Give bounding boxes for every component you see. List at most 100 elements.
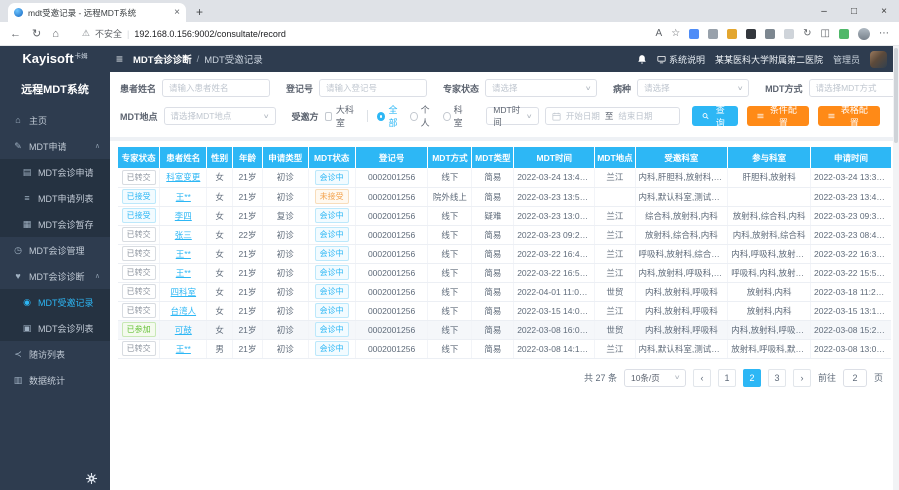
extension-gray-icon[interactable]: [708, 28, 719, 39]
home-icon[interactable]: ⌂: [52, 27, 59, 40]
window-maximize-button[interactable]: □: [850, 5, 858, 17]
page-button-2[interactable]: 2: [742, 368, 761, 387]
system-help-link[interactable]: 系统说明: [657, 53, 705, 66]
refresh-icon[interactable]: ↻: [32, 28, 42, 40]
patient-name-link[interactable]: 王**: [175, 343, 191, 354]
edit-icon: ✎: [14, 140, 22, 151]
browser-tab[interactable]: mdt受邀记录 - 远程MDT系统 ×: [8, 3, 186, 22]
favorites-star-icon[interactable]: ☆: [671, 27, 681, 39]
extension-slate-icon[interactable]: [765, 28, 776, 39]
patient-name-link[interactable]: 王**: [175, 191, 191, 202]
column-header-10[interactable]: MDT地点: [594, 147, 636, 168]
patient-name-link[interactable]: 李四: [174, 210, 192, 221]
patient-name-input[interactable]: [162, 79, 271, 97]
sidebar-item-mdt-apply-list[interactable]: ≡ MDT申请列表: [0, 185, 110, 211]
sidebar-item-mdt-manage[interactable]: ◷ MDT会诊管理: [0, 237, 110, 263]
big-dept-checkbox[interactable]: 大科室: [324, 103, 357, 129]
split-screen-icon[interactable]: ◫: [820, 27, 830, 39]
column-header-12[interactable]: 参与科室: [727, 147, 811, 168]
table-row: 已转交 台湾人女 21岁 初诊 会诊中 0002001256 线下 简易 2022-03-15 …: [118, 301, 891, 321]
table-row: 已转交 王** 男 21岁 初诊 会诊中 0002001256 线下 简易 2022-03-08 …: [118, 339, 891, 359]
table-row: 已接受 王** 女 21岁 初诊 未接受 0002001256 院外线上 简易 2022-03-2…: [118, 187, 891, 207]
window-minimize-button[interactable]: –: [821, 5, 827, 17]
patient-name-link[interactable]: 四科室: [170, 286, 197, 297]
extension-pale-icon[interactable]: [784, 28, 795, 39]
address-bar[interactable]: ⚠ 不安全 | 192.168.0.156:9002/consultate/re…: [70, 27, 645, 40]
mdt-type-cell: 简易: [471, 168, 515, 188]
page-button-3[interactable]: 3: [767, 368, 786, 387]
sidebar-item-mdt-apply[interactable]: ✎ MDT申请 ∧: [0, 133, 110, 159]
invitee-radio-personal[interactable]: 个人: [410, 103, 434, 129]
search-icon: [702, 113, 709, 120]
date-range-input[interactable]: 开始日期 至 结束日期: [544, 107, 680, 125]
mdt-mode-select[interactable]: 请选择MDT方式∨: [808, 79, 899, 97]
age-cell: 21岁: [232, 168, 264, 188]
read-aloud-icon[interactable]: A: [655, 27, 663, 39]
sidebar-item-mdt-consult-list[interactable]: ▣ MDT会诊列表: [0, 315, 110, 341]
profile-avatar-icon[interactable]: [858, 27, 870, 40]
expert-status-select[interactable]: 请选择 ∨: [485, 79, 598, 97]
invitee-radio-all[interactable]: 全部: [377, 103, 401, 129]
back-icon[interactable]: ←: [10, 27, 21, 40]
invited-depts-cell: 综合科,放射科,内科: [635, 206, 729, 226]
column-header-8[interactable]: MDT类型: [471, 147, 515, 168]
goto-page-input[interactable]: [842, 368, 867, 387]
column-header-11[interactable]: 受邀科室: [635, 147, 729, 168]
extension-green-icon[interactable]: [839, 28, 849, 39]
sidebar-item-mdt-invite-record[interactable]: ◉ MDT受邀记录: [0, 289, 110, 315]
extension-amber-icon[interactable]: [727, 28, 738, 39]
reg-no-input[interactable]: [319, 79, 428, 97]
sidebar-item-mdt-diagnosis[interactable]: ♥ MDT会诊诊断 ∧: [0, 263, 110, 289]
mdt-location-select[interactable]: 请选择MDT地点 ∨: [163, 107, 276, 125]
search-button[interactable]: 查询: [691, 105, 738, 128]
condition-config-button[interactable]: 条件配置: [746, 105, 809, 128]
column-header-7[interactable]: MDT方式: [427, 147, 473, 168]
expert-status-cell: 已参加: [118, 320, 161, 340]
mdt-status-tag: 会诊中: [314, 227, 349, 242]
extension-dark-icon[interactable]: [746, 28, 757, 39]
invitee-radio-dept[interactable]: 科室: [443, 103, 467, 129]
time-field-select[interactable]: MDT时间 ∨: [486, 105, 539, 127]
column-header-9[interactable]: MDT时间: [513, 147, 596, 168]
window-close-button[interactable]: ×: [881, 5, 887, 17]
patient-name-link[interactable]: 可鼓: [174, 324, 192, 335]
extension-blue-icon[interactable]: [689, 28, 700, 39]
next-page-button[interactable]: ›: [792, 368, 811, 387]
refresh-sync-icon[interactable]: ↻: [803, 27, 812, 39]
sidebar-item-mdt-consult-apply[interactable]: ▤ MDT会诊申请: [0, 159, 110, 185]
sidebar-item-mdt-consult-draft[interactable]: ▦ MDT会诊暂存: [0, 211, 110, 237]
patient-name-link[interactable]: 台湾人: [170, 305, 197, 316]
column-header-0[interactable]: 专家状态: [118, 147, 161, 168]
patient-name-link[interactable]: 王**: [175, 248, 191, 259]
new-tab-button[interactable]: +: [196, 5, 204, 19]
scrollbar-thumb[interactable]: [894, 48, 898, 143]
sidebar-item-followup-list[interactable]: ≺ 随访列表: [0, 341, 110, 367]
column-header-5[interactable]: MDT状态: [308, 147, 356, 168]
patient-name-link[interactable]: 科室变更: [166, 172, 201, 183]
page-button-1[interactable]: 1: [717, 368, 736, 387]
table-config-button[interactable]: 表格配置: [817, 105, 880, 128]
column-header-4[interactable]: 申请类型: [262, 147, 309, 168]
page-scrollbar[interactable]: [893, 46, 899, 490]
column-header-6[interactable]: 登记号: [355, 147, 429, 168]
notification-bell-icon[interactable]: [637, 54, 647, 65]
user-avatar[interactable]: [870, 50, 887, 68]
disease-select[interactable]: 请选择 ∨: [637, 79, 750, 97]
column-header-13[interactable]: 申请时间: [810, 147, 891, 168]
column-header-3[interactable]: 年龄: [232, 147, 264, 168]
tab-close-icon[interactable]: ×: [174, 7, 180, 18]
patient-name-link[interactable]: 王**: [175, 267, 191, 278]
more-options-icon[interactable]: ⋯: [879, 27, 889, 39]
prev-page-button[interactable]: ‹: [692, 368, 711, 387]
filter-item-disease: 病种 请选择 ∨: [613, 79, 750, 97]
sidebar-collapse-icon[interactable]: ≡: [116, 52, 124, 66]
sidebar-item-home[interactable]: ⌂ 主页: [0, 107, 110, 133]
chevron-down-icon: ∨: [736, 85, 744, 92]
settings-gear-icon[interactable]: [86, 473, 97, 484]
page-size-select[interactable]: 10条/页 ∨: [623, 368, 686, 387]
column-header-1[interactable]: 患者姓名: [159, 147, 208, 168]
chevron-down-icon: ∨: [526, 113, 533, 120]
patient-name-link[interactable]: 张三: [174, 229, 192, 240]
column-header-2[interactable]: 性别: [206, 147, 233, 168]
sidebar-item-statistics[interactable]: ▥ 数据统计: [0, 367, 110, 393]
